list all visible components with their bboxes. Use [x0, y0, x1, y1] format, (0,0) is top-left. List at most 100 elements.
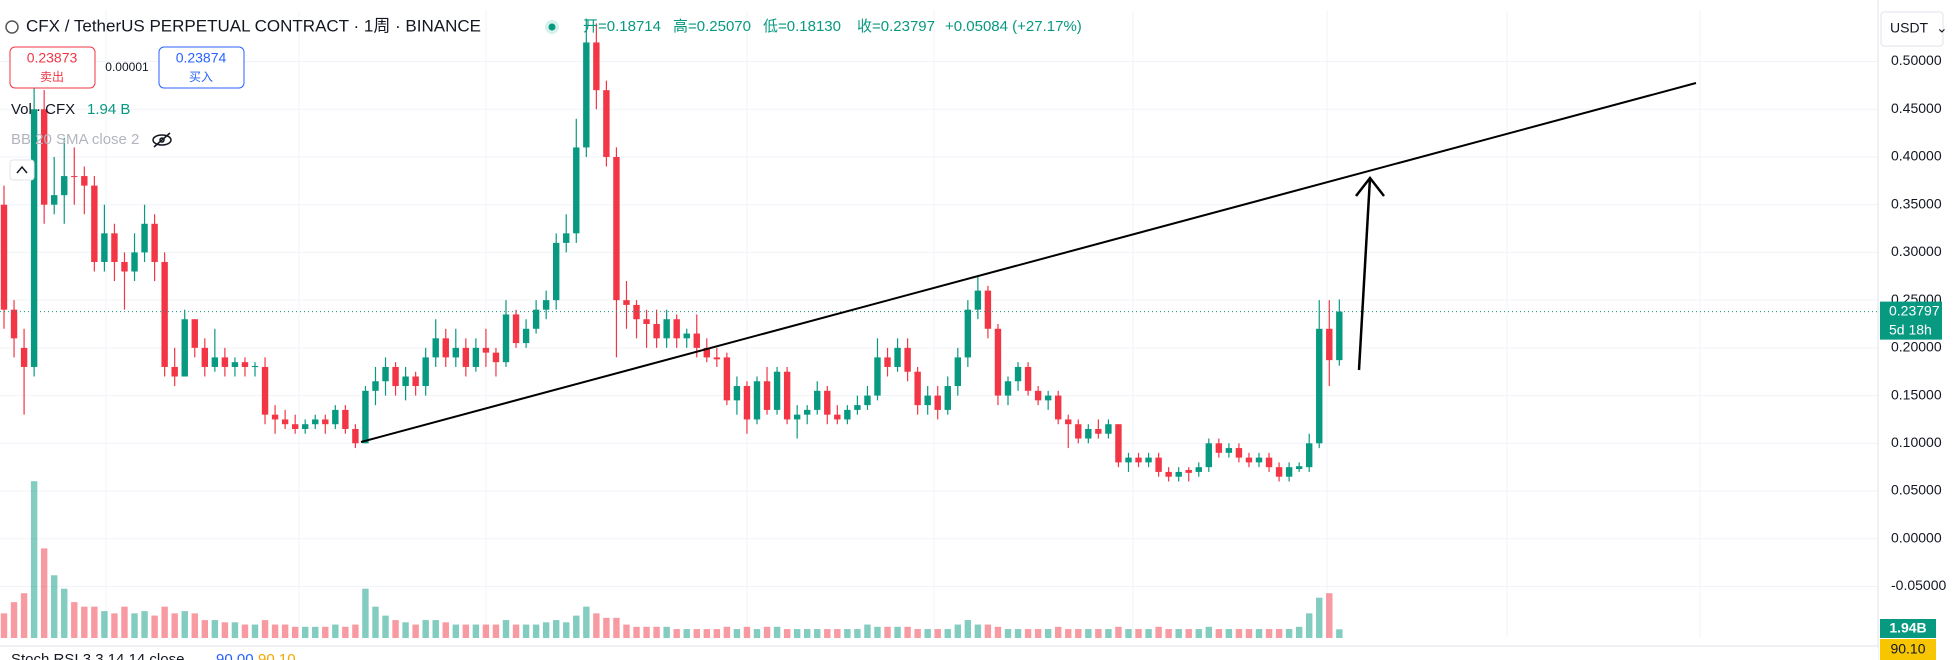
y-tick-label: 0.50000: [1891, 52, 1942, 68]
candle-body: [141, 223, 148, 253]
volume-bar: [1306, 613, 1313, 638]
volume-bar: [0, 613, 8, 638]
volume-bar: [402, 622, 409, 638]
volume-bar: [753, 629, 761, 638]
candle-body: [864, 395, 871, 406]
candle-body: [1125, 457, 1132, 463]
sell-button[interactable]: [9, 46, 96, 89]
candle-body: [352, 428, 359, 444]
volume-bar: [643, 626, 650, 638]
candle-body: [824, 390, 831, 415]
volume-bar: [1044, 629, 1052, 638]
candle-body: [1095, 428, 1102, 434]
buy-price[interactable]: 0.23874: [176, 50, 227, 66]
candle-body: [151, 223, 158, 262]
candle-body: [974, 290, 982, 310]
sell-price[interactable]: 0.23873: [27, 50, 78, 66]
candle-body: [964, 309, 972, 358]
candle-body: [332, 409, 339, 425]
volume-bar: [352, 624, 359, 638]
candle-body: [743, 386, 751, 420]
candle-body: [422, 357, 429, 387]
candle-body: [372, 381, 379, 391]
volume-bar: [563, 622, 570, 638]
candle-body: [1155, 457, 1162, 472]
volume-bar: [251, 624, 259, 638]
candle-body: [894, 347, 901, 367]
y-tick-label: -0.05000: [1891, 577, 1946, 593]
candle-body: [1245, 457, 1253, 463]
symbol-icon: [5, 20, 19, 34]
symbol-title[interactable]: CFX / TetherUS PERPETUAL CONTRACT · 1周 ·…: [26, 16, 481, 35]
volume-bar: [904, 626, 911, 638]
currency[interactable]: USDT: [1890, 20, 1929, 36]
volume-bar: [583, 606, 590, 638]
volume-bar: [1135, 629, 1142, 638]
candle-body: [161, 261, 168, 367]
candle-body: [563, 233, 570, 243]
candle-body: [302, 424, 309, 429]
candle-body: [914, 371, 921, 406]
volume-bar: [111, 613, 118, 638]
volume-bar: [542, 622, 550, 638]
currency-button[interactable]: [1880, 11, 1944, 47]
stoch-badge: 90.10: [1890, 641, 1925, 657]
volume-bar: [1145, 629, 1152, 638]
volume-bar: [1105, 629, 1112, 638]
status-dot: [548, 23, 556, 31]
volume-bar: [1275, 629, 1283, 638]
candle-body: [231, 362, 239, 367]
volume-bar: [502, 620, 510, 638]
volume-bar: [141, 611, 148, 638]
volume-bar: [432, 620, 439, 638]
candle-body: [884, 357, 891, 367]
collapse-button[interactable]: [9, 159, 35, 181]
volume-bar: [221, 622, 229, 638]
candle-body: [281, 419, 289, 425]
hide-icon[interactable]: [152, 132, 172, 148]
stoch-d: 90.10: [258, 651, 296, 660]
volume-bar: [954, 624, 961, 638]
candle-body: [954, 357, 961, 387]
candle-body: [834, 414, 841, 420]
candle-body: [653, 324, 660, 339]
trend-line[interactable]: [360, 82, 1697, 443]
candle-body: [1085, 428, 1092, 439]
volume-bar: [91, 606, 98, 638]
y-tick-label: 0.30000: [1891, 243, 1942, 259]
volume-bar: [1155, 626, 1162, 638]
candle-body: [763, 381, 771, 410]
volume-bar: [201, 620, 208, 638]
collapse-icon[interactable]: [16, 165, 28, 174]
buy-label[interactable]: 买入: [189, 70, 213, 84]
currency-caret[interactable]: ⌄: [1936, 20, 1948, 36]
volume-bar: [994, 626, 1002, 638]
buy-button[interactable]: [158, 46, 245, 89]
candle-body: [191, 319, 198, 348]
candle-body: [663, 319, 670, 339]
candle-body: [984, 290, 992, 329]
volume-bar: [412, 624, 419, 638]
volume-bar: [312, 626, 319, 638]
sell-label[interactable]: 卖出: [40, 70, 64, 84]
candle-body: [201, 347, 208, 367]
volume-bar: [452, 624, 459, 638]
candle-body: [362, 390, 369, 444]
candle-body: [753, 381, 761, 420]
volume-bar: [1265, 629, 1273, 638]
candle-body: [1165, 471, 1172, 477]
arrow-head[interactable]: [1355, 175, 1385, 197]
candle-body: [1034, 390, 1042, 401]
candle-body: [623, 300, 630, 305]
candle-body: [61, 176, 68, 196]
volume-bar: [824, 629, 831, 638]
candle-body: [1336, 311, 1343, 361]
candle-body: [844, 409, 851, 420]
arrow-shaft[interactable]: [1357, 177, 1372, 371]
countdown: 5d 18h: [1889, 321, 1932, 337]
candle-body: [693, 333, 700, 348]
volume-bar: [422, 620, 429, 638]
volume-value: 1.94 B: [87, 101, 130, 118]
volume-bar: [1034, 629, 1042, 638]
candle-body: [121, 261, 128, 272]
